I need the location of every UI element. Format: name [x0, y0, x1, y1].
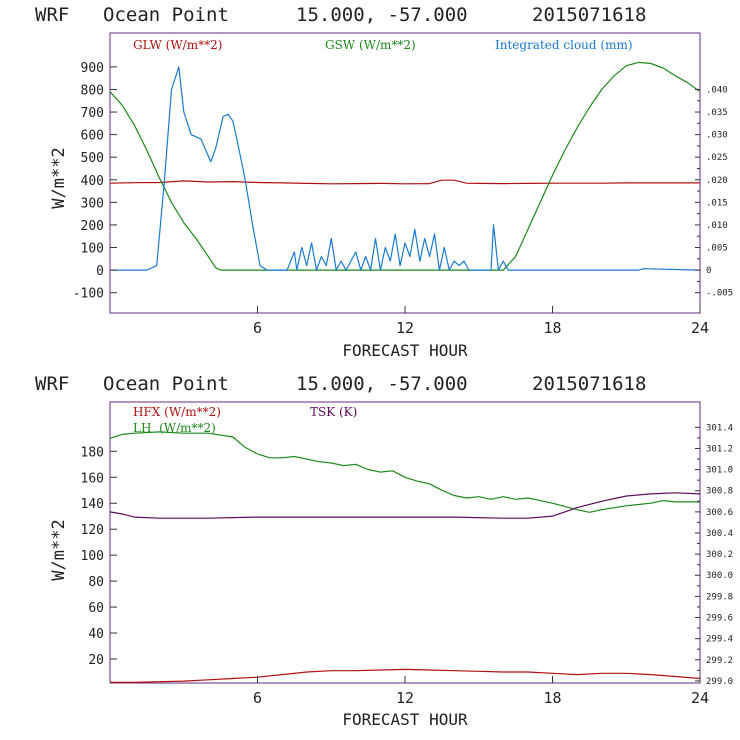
chart-1-y-tick-label: -100 — [73, 287, 104, 302]
chart-2-y2-tick-label: 299.6 — [706, 614, 733, 624]
chart-1-y-tick-label: 0 — [96, 264, 104, 279]
chart-2-legend-hfx: HFX (W/m**2) — [133, 405, 221, 419]
chart-1-header-model: WRF — [35, 4, 69, 26]
chart-2-x-axis-label: FORECAST HOUR — [342, 710, 468, 729]
chart-2-series-lh-line — [109, 431, 700, 513]
chart-2-y-tick-label: 160 — [81, 471, 104, 486]
chart-1-header-coords: 15.000, -57.000 — [296, 4, 468, 26]
chart-1-y2-tick-label: .015 — [706, 198, 728, 208]
chart-1-y2-tick-label: .025 — [706, 153, 728, 163]
chart-2-y-tick-label: 120 — [81, 523, 104, 538]
chart-2-header-location: Ocean Point — [103, 373, 229, 395]
chart-2-y2-tick-label: 299.0 — [706, 677, 733, 687]
chart-2-y2-tick-label: 300.8 — [706, 487, 733, 497]
chart-1-y2-tick-label: 0 — [706, 266, 711, 276]
chart-2-y2-tick-label: 299.2 — [706, 656, 733, 666]
chart-2-y-tick-label: 100 — [81, 549, 104, 564]
chart-2-y2-tick-label: 300.2 — [706, 550, 733, 560]
chart-1-x-tick-label: 24 — [691, 319, 709, 337]
chart-1-x-tick-label: 12 — [396, 319, 414, 337]
chart-1-plot-frame — [109, 32, 701, 314]
chart-1-legend-glw: GLW (W/m**2) — [133, 38, 222, 52]
chart-2-y2-tick-label: 299.4 — [706, 635, 733, 645]
chart-2-header-init-time: 2015071618 — [532, 373, 646, 395]
chart-2-series-hfx-line — [110, 668, 701, 684]
chart-1: WRF Ocean Point 15.000, -57.000 20150716… — [35, 4, 733, 360]
chart-1-y2-tick-label: .010 — [706, 221, 728, 231]
chart-2-x-tick-label: 6 — [253, 689, 262, 707]
chart-1-y-tick-label: 900 — [81, 61, 104, 76]
chart-2-x-tick-label: 18 — [543, 689, 561, 707]
chart-2-y2-tick-label: 300.6 — [706, 508, 733, 518]
chart-1-y-tick-label: 400 — [81, 174, 104, 189]
chart-1-y-tick-label: 100 — [81, 242, 104, 257]
chart-1-header-location: Ocean Point — [103, 4, 229, 26]
chart-2-y-tick-label: 180 — [81, 445, 104, 460]
chart-2-y-tick-label: 40 — [88, 627, 104, 642]
chart-2-y2-tick-label: 301.0 — [706, 466, 733, 476]
chart-2-x-tick-label: 12 — [396, 689, 414, 707]
chart-2-y-tick-label: 20 — [88, 653, 104, 668]
chart-1-y-axis-label: W/m**2 — [49, 147, 69, 208]
chart-1-series-gsw-line — [109, 61, 701, 271]
chart-1-header-init-time: 2015071618 — [532, 4, 646, 26]
chart-2-header-coords: 15.000, -57.000 — [296, 373, 468, 395]
chart-2: WRF Ocean Point 15.000, -57.000 20150716… — [35, 373, 733, 729]
chart-2-legend-lh: LH (W/m**2) — [133, 421, 216, 435]
chart-2-y-axis-label: W/m**2 — [49, 519, 69, 580]
chart-1-y-tick-label: 800 — [81, 83, 104, 98]
chart-1-legend-cloud: Integrated cloud (mm) — [495, 38, 633, 52]
chart-2-y2-tick-label: 301.4 — [706, 423, 733, 433]
chart-1-y2-tick-label: .030 — [706, 131, 728, 141]
chart-1-y-tick-label: 600 — [81, 129, 104, 144]
chart-2-header-model: WRF — [35, 373, 69, 395]
chart-1-y2-tick-label: .040 — [706, 85, 728, 95]
chart-1-y-tick-label: 700 — [81, 106, 104, 121]
chart-2-series-tsk-line — [109, 492, 701, 519]
chart-2-y2-tick-label: 301.2 — [706, 444, 733, 454]
chart-2-y2-tick-label: 300.0 — [706, 571, 733, 581]
chart-1-y-tick-label: 300 — [81, 196, 104, 211]
chart-1-legend-gsw: GSW (W/m**2) — [325, 38, 416, 52]
chart-1-x-tick-label: 18 — [543, 319, 561, 337]
chart-2-legend-tsk: TSK (K) — [310, 405, 357, 419]
chart-1-x-tick-label: 6 — [253, 319, 262, 337]
chart-1-y2-tick-label: .035 — [706, 108, 728, 118]
chart-1-y2-tick-label: .005 — [706, 244, 728, 254]
chart-1-y-tick-label: 500 — [81, 151, 104, 166]
chart-2-y-tick-label: 60 — [88, 601, 104, 616]
chart-2-y-tick-label: 140 — [81, 497, 104, 512]
chart-1-x-axis-label: FORECAST HOUR — [342, 341, 468, 360]
chart-1-y2-tick-label: -.005 — [706, 289, 733, 299]
chart-2-y2-tick-label: 300.4 — [706, 529, 733, 539]
chart-2-y-tick-label: 80 — [88, 575, 104, 590]
chart-1-series-glw-line — [109, 179, 700, 185]
chart-1-y2-tick-label: .020 — [706, 176, 728, 186]
chart-1-series-integrated-line — [110, 66, 701, 271]
chart-2-plot-frame — [109, 401, 701, 684]
chart-2-x-tick-label: 24 — [691, 689, 709, 707]
chart-1-y-tick-label: 200 — [81, 219, 104, 234]
chart-2-y2-tick-label: 299.8 — [706, 592, 733, 602]
